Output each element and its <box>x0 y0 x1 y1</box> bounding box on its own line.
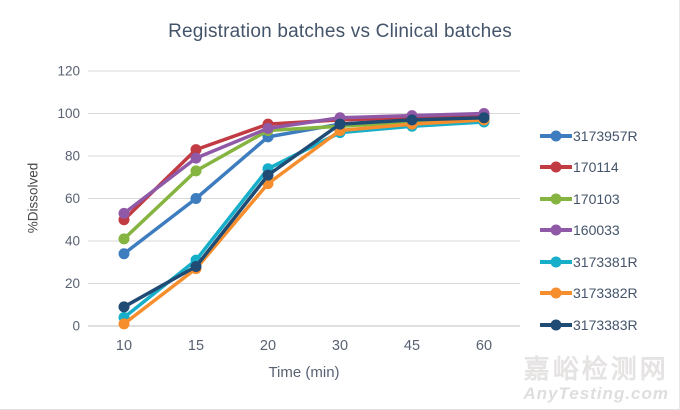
legend-item-3173957R: 3173957R <box>540 120 638 152</box>
y-tick-label: 80 <box>65 149 80 164</box>
series-line-3173382R <box>122 118 486 326</box>
x-tick-label: 10 <box>116 338 132 354</box>
legend-label: 170114 <box>573 159 619 176</box>
x-tick-label: 30 <box>332 338 348 354</box>
x-axis-title: Time (min) <box>268 364 340 381</box>
legend-marker-icon <box>540 224 572 236</box>
data-point-160033 <box>190 152 202 164</box>
y-tick-label: 0 <box>72 319 80 334</box>
y-tick-label: 20 <box>65 276 80 291</box>
series-line-170103 <box>122 118 486 241</box>
data-point-170103 <box>118 233 130 245</box>
data-point-170103 <box>190 165 202 177</box>
legend-label: 3173957R <box>573 127 638 144</box>
legend-item-3173381R: 3173381R <box>540 246 638 278</box>
data-point-160033 <box>118 207 130 219</box>
data-point-170114 <box>190 144 202 156</box>
legend-item-170114: 170114 <box>540 152 638 184</box>
data-point-3173383R <box>334 118 346 130</box>
legend-label: 3173382R <box>573 285 638 302</box>
legend-marker-icon <box>540 161 572 173</box>
chart-title: Registration batches vs Clinical batches <box>168 21 512 42</box>
data-point-3173383R <box>262 169 274 181</box>
legend-item-3173382R: 3173382R <box>540 278 638 310</box>
x-tick-label: 15 <box>188 338 204 354</box>
data-point-3173957R <box>190 193 202 204</box>
y-tick-label: 60 <box>65 191 80 206</box>
chart-legend: 3173957R 170114 170103 160033 3173381R 317338… <box>540 120 638 341</box>
legend-marker-icon <box>540 193 572 205</box>
legend-marker-icon <box>540 130 572 142</box>
data-point-3173383R <box>478 112 490 124</box>
data-point-160033 <box>262 122 274 134</box>
data-point-3173382R <box>118 318 130 330</box>
legend-marker-icon <box>540 319 572 331</box>
legend-item-170103: 170103 <box>540 183 638 215</box>
legend-label: 160033 <box>573 222 620 239</box>
legend-item-3173383R: 3173383R <box>540 309 638 341</box>
legend-label: 3173381R <box>573 253 638 270</box>
x-tick-label: 60 <box>476 338 492 354</box>
legend-marker-icon <box>540 287 572 299</box>
legend-label: 170103 <box>573 190 620 207</box>
x-tick-label: 45 <box>404 338 420 354</box>
y-tick-label: 40 <box>65 234 80 249</box>
data-point-3173383R <box>118 301 130 313</box>
legend-item-160033: 160033 <box>540 215 638 247</box>
y-tick-label: 120 <box>57 64 80 79</box>
data-point-3173383R <box>190 261 202 272</box>
y-tick-label: 100 <box>57 106 80 121</box>
data-point-3173957R <box>118 248 130 260</box>
legend-label: 3173383R <box>573 316 638 333</box>
x-tick-label: 20 <box>260 338 276 354</box>
data-point-3173383R <box>406 114 418 126</box>
legend-marker-icon <box>540 256 572 268</box>
series-line-160033 <box>122 111 486 216</box>
series-line-3173383R <box>122 116 486 309</box>
